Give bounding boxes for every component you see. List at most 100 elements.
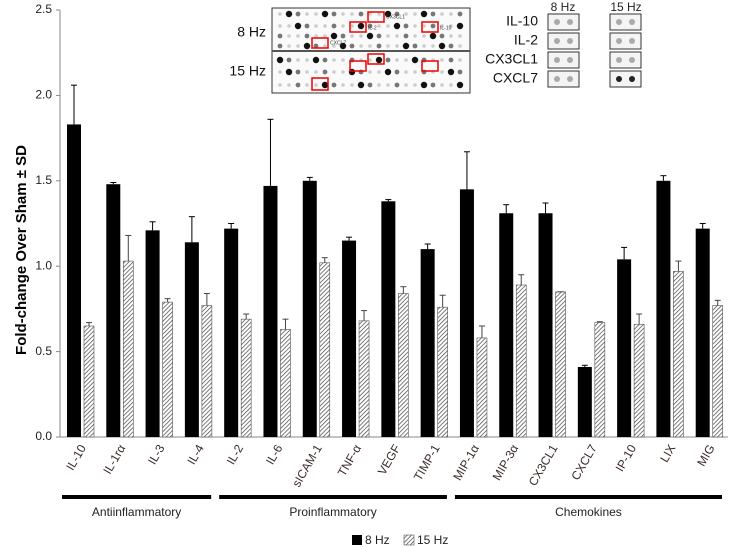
blot-dot [386,44,390,48]
highlight [349,21,367,33]
y-tick-label: 0.5 [35,344,52,358]
blot-dot [330,32,338,40]
blot-dot [449,24,453,28]
blot-dot [395,44,399,48]
blot-dot [629,76,635,82]
blot-dot [411,56,419,64]
blot-dot [314,70,318,74]
bar [538,213,553,437]
bar [577,366,592,437]
blot-dot [616,19,622,25]
bar [145,230,160,437]
blot-dot [404,12,408,16]
bar [280,329,291,438]
bar [673,271,684,438]
error-bar [149,221,156,231]
blot-dot [313,43,319,49]
blot-dot [413,24,417,28]
x-tick-label: LIX [657,442,678,465]
bar [358,320,370,438]
bar [594,322,606,438]
blot-dot [312,56,320,64]
bar [201,305,213,438]
blot-dot [357,81,365,89]
blot-dot [429,32,437,40]
blot-dot [341,12,345,16]
blot-label: CX3CL1 [386,14,405,20]
error-bar [463,151,470,190]
blot-dot [458,34,462,38]
bar [381,201,396,437]
blot-dot [278,83,282,87]
x-tick-label: IL-10 [63,442,89,473]
blot-dot [367,23,373,29]
blot-dot [321,10,329,18]
row-label: CX3CL1 [485,51,538,67]
x-tick-label: IL-3 [145,442,168,467]
bar [106,184,121,437]
blot-dot [386,24,390,28]
blot-dot [430,23,436,29]
x-tick-label: IL-6 [263,442,286,467]
legend-swatch [352,535,362,545]
blot-dot [394,11,400,17]
error-bar [400,286,407,294]
blot-dot [339,42,347,50]
error-bar [714,299,721,306]
bar [224,228,239,437]
bar [420,249,435,437]
blot-dot [322,69,328,75]
bar [617,259,632,437]
blot-dot [377,70,381,74]
blot-dot [305,12,309,16]
blot-dot [412,43,418,49]
blot-dot [341,24,345,28]
blot-dot [616,76,622,82]
blot-dot [359,44,363,48]
y-tick-label: 2.5 [35,2,52,16]
blot-dot [368,58,372,62]
error-bar [110,182,117,185]
blot-dot [350,83,354,87]
error-bar [699,223,706,229]
highlight [349,60,367,72]
blot-dot [323,24,327,28]
blot-dot [413,70,417,74]
y-axis-label: Fold-change Over Sham ± SD [13,145,30,355]
blot-dot [359,34,363,38]
blot-box [547,70,580,88]
error-bar [660,175,667,181]
blot-dot [277,33,283,39]
blot-dot [314,12,318,16]
bar [515,284,527,438]
column-label: 8 Hz [551,0,576,14]
blot-dot [285,10,293,18]
blot-dot [295,11,301,17]
blot-dot [457,69,463,75]
blot-dot [314,83,318,87]
x-tick-label: MIP-1α [450,442,482,483]
bar [398,293,409,438]
bar [342,240,357,437]
blot-dot [404,83,408,87]
blot-dot [322,57,328,63]
blot-dot [448,43,454,49]
group-label: Proinflammatory [289,505,376,519]
blot-dot [567,57,573,63]
blot-dot [458,58,462,62]
blot-dot [629,38,635,44]
blot-dot [403,23,409,29]
blot-dot [323,34,327,38]
error-bar [478,325,485,338]
blot-dot [368,70,372,74]
bar [162,301,173,438]
blot-dot [321,81,329,89]
x-tick-label: IL-2 [224,442,247,467]
blot-dot [447,68,455,76]
blot-dot [340,33,346,39]
blot-dot [285,68,293,76]
blot-box [547,13,580,31]
x-tick-label: CX3CL1 [526,442,561,489]
blot-dot [278,12,282,16]
